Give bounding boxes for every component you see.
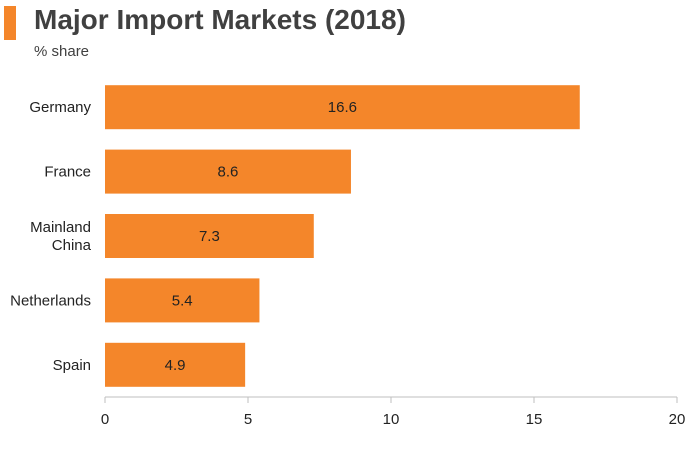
labels-layer: 16.6 Germany 8.6 France 7.3 Mainland China 5.4 N… bbox=[10, 99, 685, 428]
title-marker bbox=[4, 6, 16, 40]
x-tick-label: 20 bbox=[669, 411, 686, 428]
bar bbox=[105, 278, 260, 323]
category-label: France bbox=[44, 164, 91, 181]
bars-layer bbox=[105, 85, 580, 387]
x-tick-label: 10 bbox=[383, 411, 400, 428]
category-label: Netherlands bbox=[10, 292, 91, 309]
chart-subtitle: % share bbox=[34, 43, 90, 60]
category-label: Mainland China bbox=[30, 219, 92, 254]
data-label: 7.3 bbox=[199, 228, 220, 245]
bar bbox=[105, 214, 314, 258]
data-label: 8.6 bbox=[218, 164, 239, 181]
x-tick-label: 0 bbox=[101, 411, 109, 428]
x-tick-label: 5 bbox=[244, 411, 252, 428]
x-tick-label: 15 bbox=[526, 411, 543, 428]
data-label: 5.4 bbox=[172, 292, 193, 309]
bar bbox=[105, 149, 351, 194]
category-label: Spain bbox=[53, 357, 91, 374]
category-label: Germany bbox=[29, 99, 91, 116]
axis-layer bbox=[104, 396, 678, 403]
data-label: 16.6 bbox=[328, 99, 357, 116]
data-label: 4.9 bbox=[165, 357, 186, 374]
bar bbox=[105, 85, 580, 130]
chart-title: Major Import Markets (2018) bbox=[34, 4, 406, 35]
bar bbox=[105, 342, 246, 387]
